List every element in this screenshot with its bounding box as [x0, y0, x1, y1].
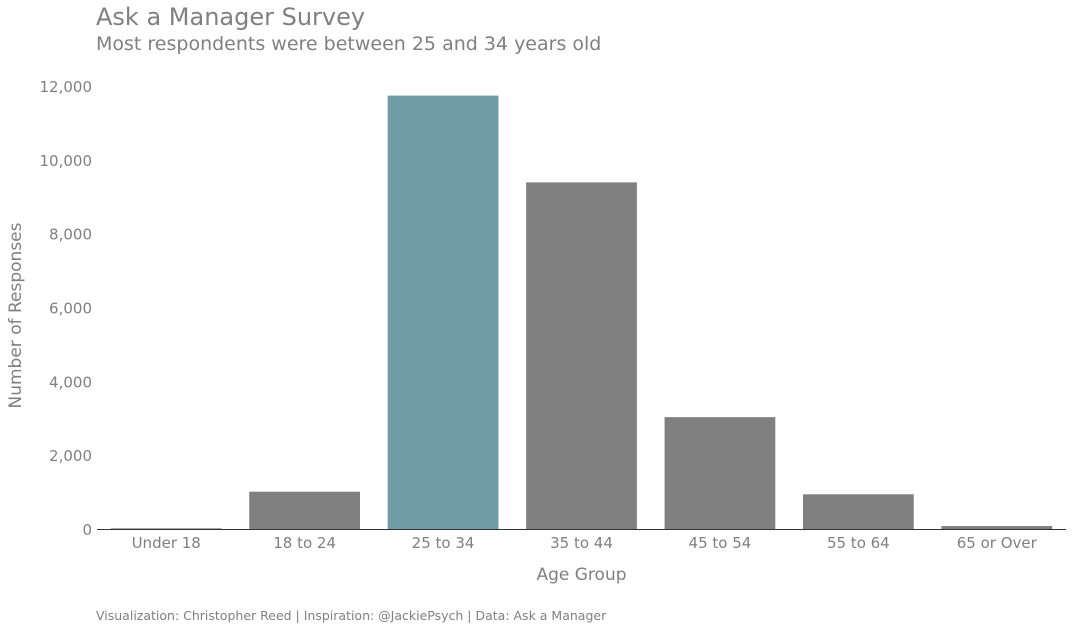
- chart-title: Ask a Manager Survey: [96, 3, 366, 31]
- x-tick-label: 25 to 34: [412, 534, 475, 552]
- x-tick-label: 18 to 24: [273, 534, 336, 552]
- bar: [249, 491, 361, 529]
- bar: [387, 95, 499, 530]
- x-axis-label: Age Group: [536, 565, 626, 585]
- bar: [526, 182, 637, 530]
- y-tick-label: 10,000: [40, 152, 93, 170]
- y-tick-label: 4,000: [49, 373, 92, 391]
- y-tick-label: 2,000: [49, 447, 92, 465]
- chart-subtitle: Most respondents were between 25 and 34 …: [96, 33, 602, 55]
- x-tick-label: 65 or Over: [957, 534, 1038, 552]
- bar: [802, 494, 914, 529]
- bar: [664, 417, 776, 529]
- x-axis: Under 18 18 to 24 25 to 34 35 to 44 45 to 54…: [132, 534, 1038, 552]
- bar-chart: 0 2,000 4,000 6,000 8,000 10,000 12,000 Under …: [6, 78, 1066, 585]
- y-tick-label: 12,000: [40, 78, 93, 96]
- x-tick-label: Under 18: [132, 534, 201, 552]
- x-tick-label: 35 to 44: [550, 534, 613, 552]
- bar: [941, 526, 1053, 529]
- bars: [110, 95, 1053, 530]
- y-axis: 0 2,000 4,000 6,000 8,000 10,000 12,000: [40, 78, 93, 539]
- x-tick-label: 45 to 54: [689, 534, 752, 552]
- chart-caption: Visualization: Christopher Reed | Inspir…: [96, 608, 607, 623]
- y-tick-label: 0: [82, 521, 92, 539]
- y-tick-label: 8,000: [49, 226, 92, 244]
- y-axis-label: Number of Responses: [6, 222, 26, 408]
- y-tick-label: 6,000: [49, 300, 92, 318]
- x-tick-label: 55 to 64: [827, 534, 890, 552]
- bar: [110, 528, 222, 529]
